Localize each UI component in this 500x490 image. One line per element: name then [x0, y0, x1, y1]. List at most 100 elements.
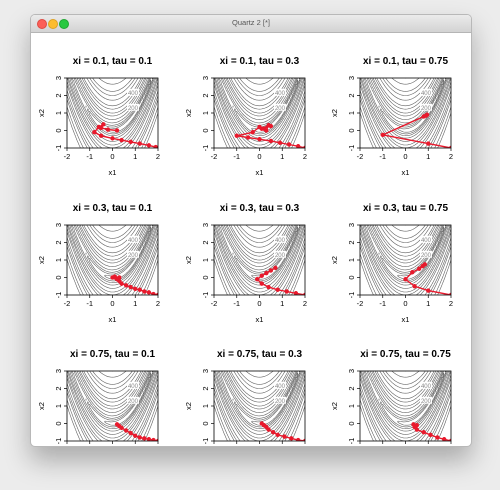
x-tick-label: 2 [449, 152, 453, 161]
contour-line [360, 225, 451, 295]
path-point [275, 287, 280, 292]
contour-line [67, 78, 158, 148]
y-axis-label: x2 [330, 256, 339, 264]
path-point [259, 126, 264, 131]
y-tick-label: 3 [201, 223, 210, 227]
y-tick-label: -1 [347, 292, 356, 299]
contour-label-bg [273, 381, 286, 389]
plot-title: xi = 0.3, tau = 0.75 [363, 203, 448, 214]
contour-label: 200 [421, 253, 432, 259]
y-tick-label: 3 [54, 369, 63, 373]
contour-line [365, 78, 447, 136]
contour-line [360, 371, 451, 441]
contour-label: 400 [421, 91, 432, 97]
path-point [414, 423, 420, 428]
contour-layer: 400 200 [67, 225, 158, 295]
contour-line [215, 78, 305, 146]
plot-panel: xi = 0.75, tau = 0.75400200-2-1012-10123… [330, 349, 453, 446]
minimize-button[interactable] [48, 19, 58, 29]
path-point [435, 435, 440, 440]
path-point [289, 436, 294, 441]
contour-label: 400 [128, 238, 139, 244]
x-tick-label: 1 [133, 152, 137, 161]
path-point [441, 437, 447, 441]
contour-line [70, 225, 155, 286]
path-point [448, 145, 451, 148]
close-button[interactable] [37, 19, 47, 29]
x-tick-label: 0 [403, 445, 407, 446]
y-tick-label: -1 [347, 438, 356, 445]
contour-line [67, 78, 158, 148]
x-tick-label: -2 [211, 299, 218, 308]
y-tick-label: 1 [201, 404, 210, 408]
contour-label: 400 [128, 91, 139, 97]
contour-label-bg [126, 396, 139, 404]
y-tick-label: -1 [201, 292, 210, 299]
x-axis-label: x1 [256, 168, 264, 177]
x-tick-label: 2 [156, 152, 160, 161]
y-tick-label: 2 [347, 386, 356, 390]
y-axis-label: x2 [37, 256, 46, 264]
y-tick-label: 2 [54, 240, 63, 244]
contour-label: 200 [128, 253, 139, 259]
x-tick-label: 1 [426, 445, 430, 446]
contour-label-bg [419, 250, 432, 258]
x-tick-label: -1 [233, 152, 240, 161]
path-point [426, 288, 431, 293]
x-tick-label: -2 [357, 445, 364, 446]
plot-title: xi = 0.1, tau = 0.1 [73, 56, 153, 67]
contour-line [360, 225, 451, 295]
x-tick-label: 2 [156, 445, 160, 446]
path-point [448, 438, 451, 441]
path-point [98, 125, 104, 131]
contour-line [69, 78, 156, 142]
contour-line [67, 371, 158, 441]
contour-line [360, 78, 451, 148]
contour-line [365, 225, 447, 283]
contour-label: 200 [128, 399, 139, 405]
contour-label-bg [419, 381, 432, 389]
path-point [403, 277, 408, 282]
y-tick-label: 3 [347, 369, 356, 373]
contour-label-bg [273, 235, 286, 243]
contour-line [378, 371, 447, 428]
x-tick-label: 0 [257, 152, 261, 161]
contour-line [214, 78, 305, 148]
contour-line [219, 371, 301, 429]
contour-label: 400 [275, 91, 286, 97]
path-point [114, 422, 120, 427]
x-tick-label: 1 [426, 299, 430, 308]
contour-line [362, 225, 449, 289]
contour-line [67, 78, 158, 148]
path-point [295, 144, 301, 148]
y-tick-label: 2 [201, 93, 210, 97]
window-titlebar[interactable]: Quartz 2 [*] [31, 15, 471, 33]
x-tick-label: 1 [280, 152, 284, 161]
contour-line [215, 371, 305, 439]
path-point [123, 283, 129, 288]
x-tick-label: 1 [133, 299, 137, 308]
x-axis-label: x1 [109, 315, 117, 324]
x-tick-label: 2 [449, 445, 453, 446]
path-point [98, 133, 104, 138]
x-tick-label: -2 [64, 299, 71, 308]
path-point [302, 145, 305, 148]
path-point [286, 142, 292, 147]
path-point [273, 265, 278, 271]
contour-line [361, 225, 451, 293]
contour-layer: 400 200 [67, 78, 158, 148]
x-tick-label: -2 [357, 152, 364, 161]
x-tick-label: 1 [280, 299, 284, 308]
contour-line [72, 225, 154, 283]
contour-line [362, 371, 449, 435]
contour-line [217, 225, 302, 286]
path-point [123, 428, 129, 433]
contour-line [67, 371, 158, 441]
x-tick-label: -2 [211, 445, 218, 446]
zoom-button[interactable] [59, 19, 69, 29]
contour-layer: 400 200 [67, 371, 158, 441]
contour-line [360, 78, 451, 148]
y-tick-label: 1 [201, 258, 210, 262]
